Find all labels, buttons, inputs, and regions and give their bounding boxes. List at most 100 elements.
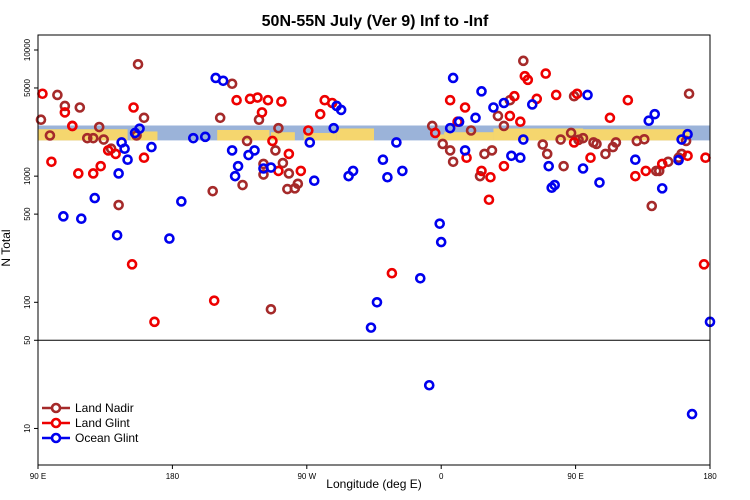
ocean-glint-point-53 — [543, 160, 555, 172]
ocean-glint-point-42 — [447, 72, 459, 84]
ocean-glint-point-4 — [113, 168, 124, 179]
land-nadir-point-14 — [138, 112, 150, 124]
ocean-glint-point-57 — [582, 89, 593, 101]
land-nadir-point-36 — [474, 170, 486, 182]
land-glint-point-13 — [208, 295, 220, 306]
land-nadir-point-33 — [444, 145, 456, 156]
land-glint-point-29 — [429, 127, 441, 139]
ocean-glint-point-61 — [649, 108, 661, 120]
land-nadir-point-45 — [555, 134, 566, 145]
land-glint-point-49 — [604, 112, 616, 124]
land-glint-point-36 — [485, 171, 496, 183]
ocean-glint-point-62 — [656, 183, 668, 194]
ocean-glint-point-9 — [134, 123, 145, 134]
ocean-glint-point-3 — [111, 229, 123, 241]
land-glint-point-1 — [46, 156, 57, 168]
x-tick-label-5: 180 — [703, 472, 717, 481]
map-band-land-9 — [578, 129, 690, 141]
x-tick-label-4: 90 E — [567, 472, 583, 481]
y-tick-label-5: 5000 — [23, 79, 32, 97]
land-glint-point-45 — [550, 89, 562, 101]
ocean-glint-point-30 — [347, 165, 359, 177]
ocean-glint-point-49 — [506, 150, 517, 162]
ocean-glint-point-56 — [577, 163, 589, 174]
land-glint-point-32 — [459, 102, 471, 113]
map-band-land-6 — [438, 134, 445, 141]
land-glint-point-44 — [540, 68, 552, 79]
y-tick-label-4: 1000 — [23, 167, 32, 185]
land-glint-point-18 — [262, 94, 274, 106]
map-band-land-0 — [38, 129, 128, 141]
ocean-glint-point-34 — [382, 171, 393, 183]
land-nadir-point-8 — [93, 121, 105, 133]
land-glint-point-6 — [95, 160, 107, 172]
land-nadir-point-7 — [87, 132, 99, 144]
land-glint-point-54 — [682, 150, 693, 162]
ocean-glint-point-19 — [232, 160, 244, 172]
land-nadir-point-30 — [292, 178, 304, 190]
legend-marker-ocean-glint — [50, 432, 62, 444]
ocean-glint-point-1 — [76, 213, 87, 224]
land-nadir-point-21 — [258, 169, 269, 180]
ocean-glint-point-47 — [488, 102, 499, 113]
map-band-land-2 — [217, 129, 270, 141]
land-glint-point-8 — [110, 148, 121, 160]
land-nadir-point-13 — [132, 59, 144, 70]
land-glint-point-11 — [138, 152, 150, 164]
data-points — [35, 55, 716, 420]
land-glint-point-38 — [504, 110, 516, 122]
land-glint-point-12 — [149, 316, 160, 328]
land-nadir-point-3 — [59, 100, 71, 112]
ocean-glint-point-51 — [518, 134, 529, 145]
land-nadir-point-35 — [465, 125, 477, 136]
land-glint-point-52 — [640, 165, 652, 177]
land-glint-point-25 — [314, 108, 326, 120]
y-axis: 10 50 100 500 1000 5000 10000 — [23, 38, 38, 433]
land-glint-point-19 — [267, 135, 278, 147]
ocean-glint-point-0 — [58, 211, 69, 222]
map-band-land-4 — [303, 132, 337, 141]
ocean-glint-point-17 — [226, 145, 238, 156]
land-nadir-point-43 — [537, 139, 549, 150]
ocean-glint-point-60 — [643, 115, 655, 127]
ocean-glint-point-38 — [423, 379, 435, 391]
land-glint-point-2 — [59, 107, 71, 118]
y-axis-label: N Total — [0, 229, 13, 266]
land-nadir-point-53 — [600, 148, 611, 160]
land-nadir-point-46 — [558, 160, 569, 172]
ocean-glint-point-50 — [515, 152, 526, 164]
ocean-glint-point-64 — [676, 134, 687, 145]
land-nadir-point-1 — [44, 130, 56, 141]
land-glint-point-5 — [87, 168, 99, 179]
land-nadir-point-5 — [74, 102, 86, 113]
legend-label-land-nadir: Land Nadir — [75, 401, 134, 415]
land-glint-point-46 — [568, 137, 580, 148]
land-nadir-point-26 — [277, 157, 289, 169]
land-nadir-point-2 — [52, 89, 63, 101]
plot-area-border — [37, 34, 711, 466]
ocean-glint-point-65 — [682, 128, 693, 140]
legend-marker-land-glint — [50, 417, 62, 429]
ocean-glint-point-6 — [119, 143, 130, 155]
x-tick-label-0: 90 E — [30, 472, 46, 481]
ocean-glint-point-7 — [122, 154, 133, 166]
ocean-glint-point-25 — [308, 175, 320, 187]
land-glint-point-51 — [630, 170, 641, 182]
land-nadir-point-28 — [283, 168, 295, 179]
land-nadir-point-11 — [113, 199, 124, 211]
land-glint-point-47 — [571, 88, 583, 100]
chart-title: 50N-55N July (Ver 9) Inf to -Inf — [262, 13, 489, 30]
map-band — [38, 125, 710, 141]
y-tick-label-0: 10 — [23, 423, 32, 432]
ocean-glint-point-23 — [265, 162, 277, 173]
ocean-glint-point-58 — [594, 177, 605, 188]
land-glint-point-24 — [302, 125, 314, 136]
x-axis: 90 E 180 90 W 0 90 E 180 — [30, 465, 717, 481]
land-glint-point-37 — [498, 160, 510, 172]
ocean-glint-point-46 — [476, 86, 487, 97]
ocean-glint-point-26 — [328, 122, 339, 134]
ocean-glint-point-11 — [164, 233, 175, 244]
y-tick-label-6: 10000 — [23, 38, 32, 61]
land-nadir-point-52 — [591, 138, 602, 150]
ocean-glint-point-37 — [414, 272, 426, 284]
